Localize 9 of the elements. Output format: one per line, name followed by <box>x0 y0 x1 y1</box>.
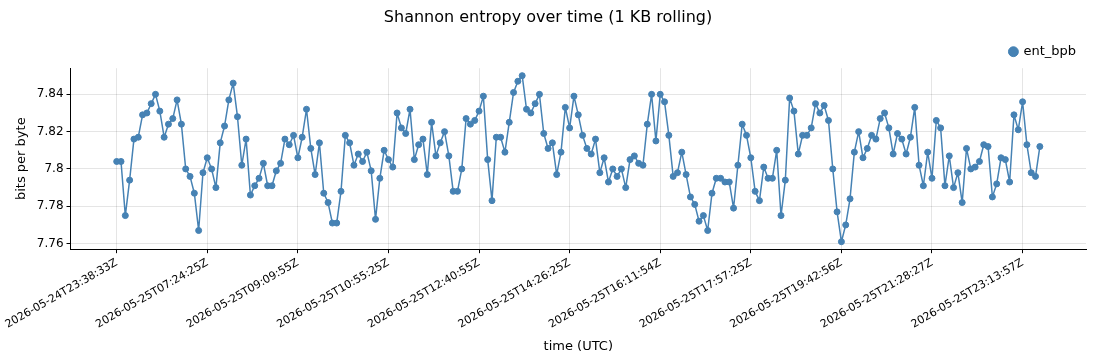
y-axis-title: bits per byte <box>13 117 29 201</box>
legend-label: ent_bpb <box>1023 43 1076 59</box>
y-tick-label: 7.76 <box>36 235 64 250</box>
y-tick-label: 7.8 <box>44 161 64 176</box>
y-tick-label: 7.82 <box>36 123 64 138</box>
y-tick-label: 7.84 <box>36 86 64 101</box>
x-axis-title: time (UTC) <box>543 337 613 353</box>
y-tick-label: 7.78 <box>36 198 64 213</box>
chart-title: Shannon entropy over time (1 KB rolling) <box>383 6 713 26</box>
